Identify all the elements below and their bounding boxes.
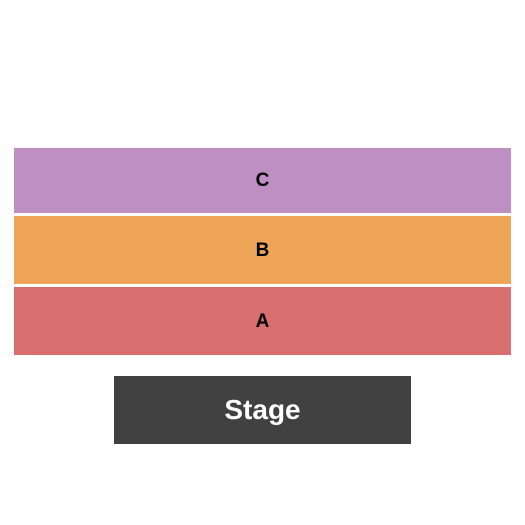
stage-label: Stage xyxy=(224,396,300,424)
seating-section-c[interactable]: C xyxy=(14,148,511,213)
seating-section-c-label: C xyxy=(256,171,270,190)
seating-section-b[interactable]: B xyxy=(14,216,511,284)
seating-section-a[interactable]: A xyxy=(14,287,511,355)
seating-section-a-label: A xyxy=(256,312,270,331)
seating-section-b-label: B xyxy=(256,241,270,260)
stage-area: Stage xyxy=(114,376,411,444)
